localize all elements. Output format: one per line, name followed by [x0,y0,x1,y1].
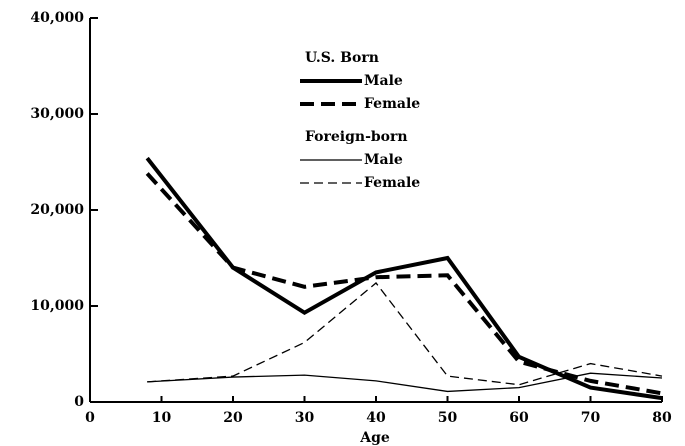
legend-heading: Foreign-born [305,129,408,145]
legend-label: Male [364,73,403,89]
x-tick-label: 0 [85,410,95,426]
data-line [145,156,663,401]
x-tick-label: 70 [581,410,601,426]
y-tick-label: 10,000 [30,298,84,314]
x-tick-label: 40 [366,410,386,426]
y-tick-label: 20,000 [30,202,84,218]
x-tick-label: 10 [152,410,172,426]
legend-label: Female [364,175,420,191]
legend-heading: U.S. Born [305,50,379,66]
x-tick-label: 50 [438,410,458,426]
x-tick-label: 20 [223,410,243,426]
legend-label: Male [364,152,403,168]
y-tick-label: 0 [74,394,84,410]
x-axis-label: Age [359,430,390,446]
data-line [145,172,663,396]
data-line [147,282,663,386]
x-tick-label: 80 [652,410,672,426]
y-tick-label: 30,000 [30,106,84,122]
data-line [147,372,663,393]
x-tick-label: 60 [509,410,529,426]
y-tick-label: 40,000 [30,10,84,26]
x-tick-label: 30 [295,410,315,426]
legend-label: Female [364,96,420,112]
